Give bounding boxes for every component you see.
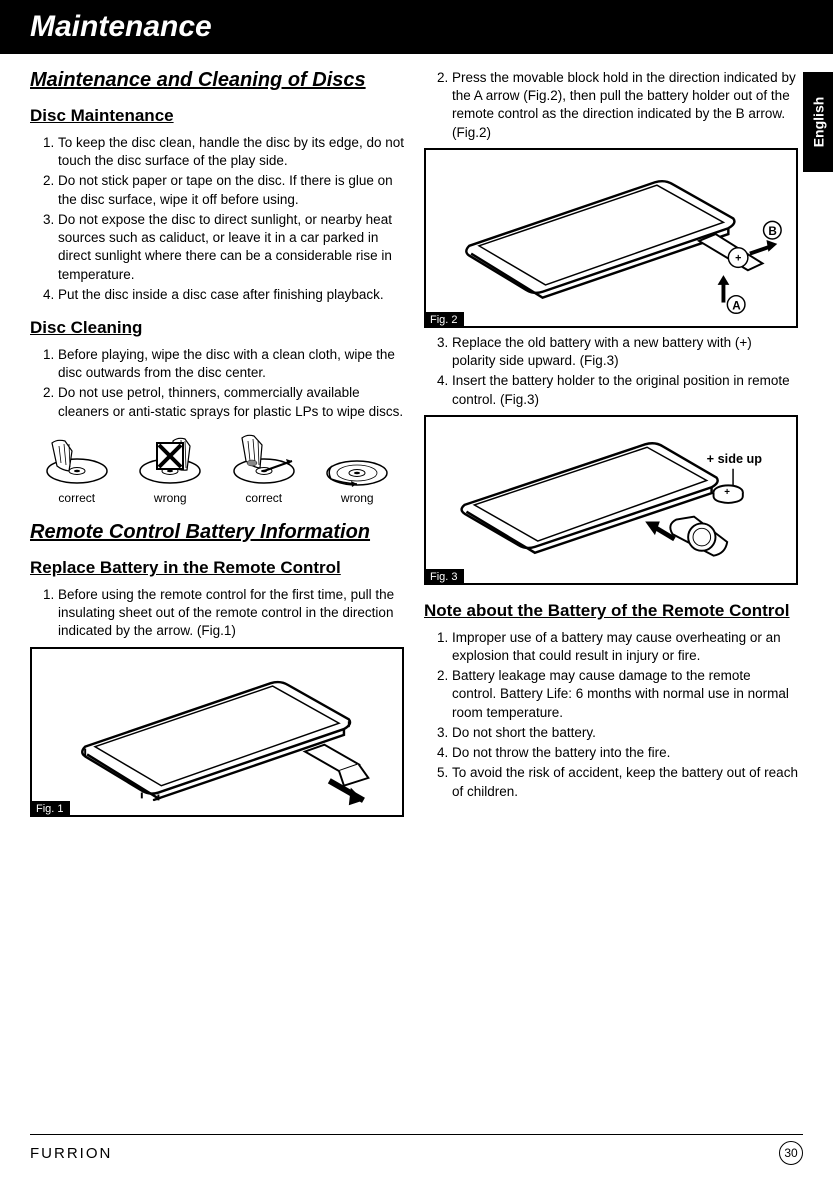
figure-2: + A B Fig. 2 (424, 148, 798, 328)
list-item: Insert the battery holder to the origina… (452, 372, 798, 408)
list-item: Do not expose the disc to direct sunligh… (58, 211, 404, 284)
disc-wrong-2: wrong (317, 431, 397, 505)
footer: FURRION 30 (30, 1134, 803, 1165)
left-column: Maintenance and Cleaning of Discs Disc M… (30, 69, 404, 817)
figure-1: Fig. 1 (30, 647, 404, 817)
figure-label: Fig. 3 (424, 569, 464, 585)
header-bar: Maintenance (0, 0, 833, 54)
language-label: English (810, 97, 826, 148)
disc-label: correct (224, 491, 304, 505)
replace-battery-list: Before using the remote control for the … (38, 586, 404, 641)
disc-wrong-1: wrong (130, 431, 210, 505)
disc-cleaning-list: Before playing, wipe the disc with a cle… (38, 346, 404, 421)
list-item: Do not stick paper or tape on the disc. … (58, 172, 404, 208)
label-b: B (768, 225, 776, 238)
disc-label: wrong (317, 491, 397, 505)
list-item: Replace the old battery with a new batte… (452, 334, 798, 370)
list-item: Put the disc inside a disc case after fi… (58, 286, 404, 304)
disc-correct-1: correct (37, 431, 117, 505)
right-column: Press the movable block hold in the dire… (424, 69, 798, 817)
disc-label: wrong (130, 491, 210, 505)
post-fig2-list: Replace the old battery with a new batte… (432, 334, 798, 409)
content: Maintenance and Cleaning of Discs Disc M… (0, 54, 833, 817)
brand-logo: FURRION (30, 1145, 112, 1162)
list-item: To avoid the risk of accident, keep the … (452, 764, 798, 800)
svg-text:+: + (735, 252, 741, 264)
subheading: Disc Cleaning (30, 318, 404, 338)
figure-3: + + side up Fig. 3 (424, 415, 798, 585)
figure-label: Fig. 1 (30, 801, 70, 817)
list-item: Battery leakage may cause damage to the … (452, 667, 798, 722)
figure-label: Fig. 2 (424, 312, 464, 328)
page-number: 30 (779, 1141, 803, 1165)
language-tab: English (803, 72, 833, 172)
subheading: Disc Maintenance (30, 106, 404, 126)
disc-cleaning-diagram: correct wrong (30, 431, 404, 505)
list-item: Before using the remote control for the … (58, 586, 404, 641)
list-item: Press the movable block hold in the dire… (452, 69, 798, 142)
side-up-label: + side up (707, 452, 763, 466)
page-title: Maintenance (30, 10, 803, 44)
subheading: Replace Battery in the Remote Control (30, 558, 404, 578)
list-item: Improper use of a battery may cause over… (452, 629, 798, 665)
subheading: Note about the Battery of the Remote Con… (424, 601, 798, 621)
disc-label: correct (37, 491, 117, 505)
list-item: Do not short the battery. (452, 724, 798, 742)
disc-maintenance-list: To keep the disc clean, handle the disc … (38, 134, 404, 304)
list-item: To keep the disc clean, handle the disc … (58, 134, 404, 170)
svg-text:+: + (724, 487, 730, 498)
battery-notes-list: Improper use of a battery may cause over… (432, 629, 798, 801)
label-a: A (732, 299, 741, 312)
disc-correct-2: correct (224, 431, 304, 505)
cross-icon (155, 441, 185, 471)
list-item: Do not throw the battery into the fire. (452, 744, 798, 762)
section-heading: Remote Control Battery Information (30, 521, 404, 544)
section-heading: Maintenance and Cleaning of Discs (30, 69, 404, 92)
continue-list: Press the movable block hold in the dire… (432, 69, 798, 142)
list-item: Before playing, wipe the disc with a cle… (58, 346, 404, 382)
list-item: Do not use petrol, thinners, commerciall… (58, 384, 404, 420)
